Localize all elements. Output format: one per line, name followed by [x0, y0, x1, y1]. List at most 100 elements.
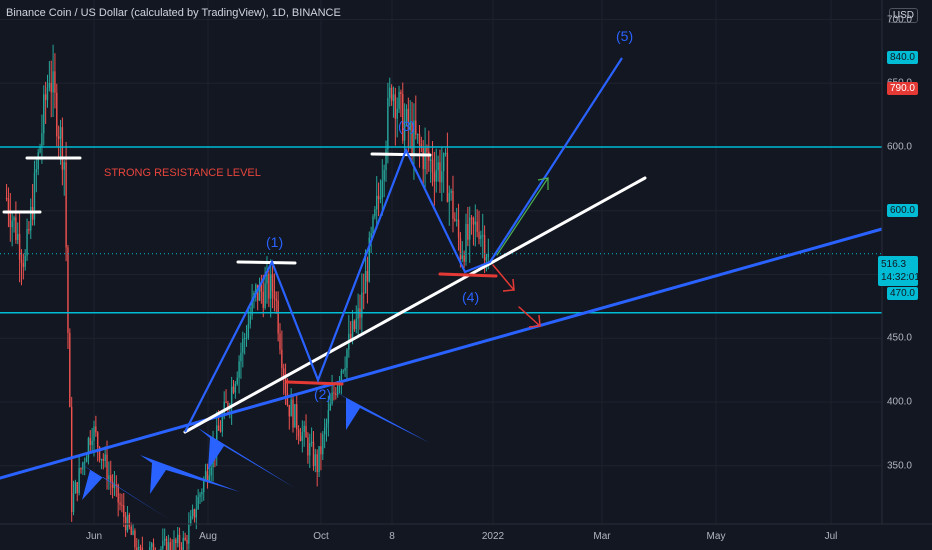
candle-body: [5, 198, 8, 199]
candle-body: [376, 195, 378, 210]
candle-body: [325, 423, 328, 428]
time-tick-label: 2022: [481, 531, 505, 542]
last-price-tag: 516.3 14:32:01: [878, 256, 920, 286]
candle-body: [225, 401, 227, 403]
candle-body: [204, 471, 207, 480]
candle-body: [39, 146, 41, 153]
candle-body: [126, 514, 129, 531]
candle-body: [247, 323, 250, 338]
candle-body: [370, 233, 372, 238]
candle-body: [444, 152, 447, 154]
candle-body: [186, 539, 188, 544]
candle-body: [63, 162, 65, 170]
candle-body: [353, 320, 356, 330]
candle-body: [301, 432, 304, 441]
candle-body: [206, 471, 209, 482]
candle-body: [11, 220, 13, 228]
candle-body: [310, 441, 313, 444]
candle-body: [249, 315, 251, 324]
time-tick-label: Oct: [313, 531, 329, 542]
candle-body: [195, 509, 197, 518]
candle-body: [340, 370, 343, 382]
time-tick-label: Jul: [824, 531, 838, 542]
candle-body: [349, 333, 352, 340]
candle-body: [459, 237, 462, 259]
price-tag-790: 790.0: [886, 82, 918, 95]
candle-body: [277, 300, 279, 334]
candle-body: [22, 263, 25, 267]
candle-body: [111, 481, 114, 488]
candle-body: [35, 169, 38, 173]
candle-body: [184, 537, 186, 540]
candle-body: [245, 337, 248, 339]
candle-body: [372, 216, 374, 234]
candle-body: [238, 361, 240, 378]
candle-body: [15, 217, 17, 240]
candle-body: [461, 255, 463, 259]
candle-body: [28, 228, 30, 231]
candle-body: [478, 231, 480, 239]
candle-body: [398, 91, 400, 109]
candle-body: [305, 425, 307, 438]
candle-body: [190, 516, 192, 525]
candle-body: [450, 190, 452, 193]
candle-body: [366, 271, 369, 282]
price-tick-label: 450.0: [886, 332, 912, 344]
candle-body: [374, 209, 376, 217]
candle-body: [141, 547, 144, 550]
candle-body: [387, 98, 389, 150]
candle-body: [132, 530, 134, 535]
candle-body: [279, 333, 281, 350]
candle-body: [227, 402, 229, 410]
time-tick-label: Aug: [199, 531, 217, 542]
top-marker-4: [370, 152, 432, 157]
candle-body: [292, 399, 294, 428]
green-arrow-head: [537, 177, 549, 190]
candle-body: [416, 134, 419, 136]
candle-body: [273, 290, 276, 299]
candle-body: [87, 438, 90, 458]
candle-body: [482, 235, 484, 237]
candle-body: [67, 247, 69, 333]
candle-body: [128, 514, 131, 527]
candle-body: [281, 349, 283, 369]
plot-area[interactable]: [0, 0, 882, 524]
candle-body: [130, 526, 132, 535]
chart-title: Binance Coin / US Dollar (calculated by …: [6, 7, 341, 19]
candle-body: [102, 459, 104, 461]
candle-body: [487, 253, 490, 258]
candle-body: [357, 308, 359, 319]
price-tick-label: 600.0: [886, 141, 912, 153]
candle-body: [392, 94, 395, 101]
red-arrow-2-shaft: [518, 306, 541, 327]
candle-body: [203, 479, 205, 492]
candle-body: [433, 172, 436, 182]
support-marker-1: [285, 380, 344, 386]
candle-body: [472, 217, 475, 225]
candle-body: [448, 192, 450, 202]
candle-body: [264, 283, 266, 308]
candle-body: [390, 87, 393, 101]
candle-body: [454, 219, 456, 221]
candle-body: [381, 180, 383, 199]
candle-body: [177, 534, 179, 544]
candle-body: [424, 147, 426, 170]
candle-body: [191, 509, 194, 517]
candle-body: [33, 172, 36, 220]
candle-body: [217, 425, 220, 431]
candle-body: [113, 484, 116, 488]
candle-body: [221, 416, 224, 432]
candle-body: [26, 228, 28, 256]
currency-selector[interactable]: USD: [888, 8, 918, 23]
candle-body: [178, 534, 181, 548]
candle-body: [405, 108, 408, 121]
candle-body: [312, 441, 315, 467]
candle-body: [426, 147, 428, 152]
candle-body: [65, 162, 67, 248]
candle-body: [284, 376, 287, 394]
candle-body: [137, 546, 140, 550]
price-tick-label: 700.0: [886, 14, 912, 25]
candle-body: [474, 221, 476, 225]
last-price-value: 516.3: [881, 259, 907, 270]
